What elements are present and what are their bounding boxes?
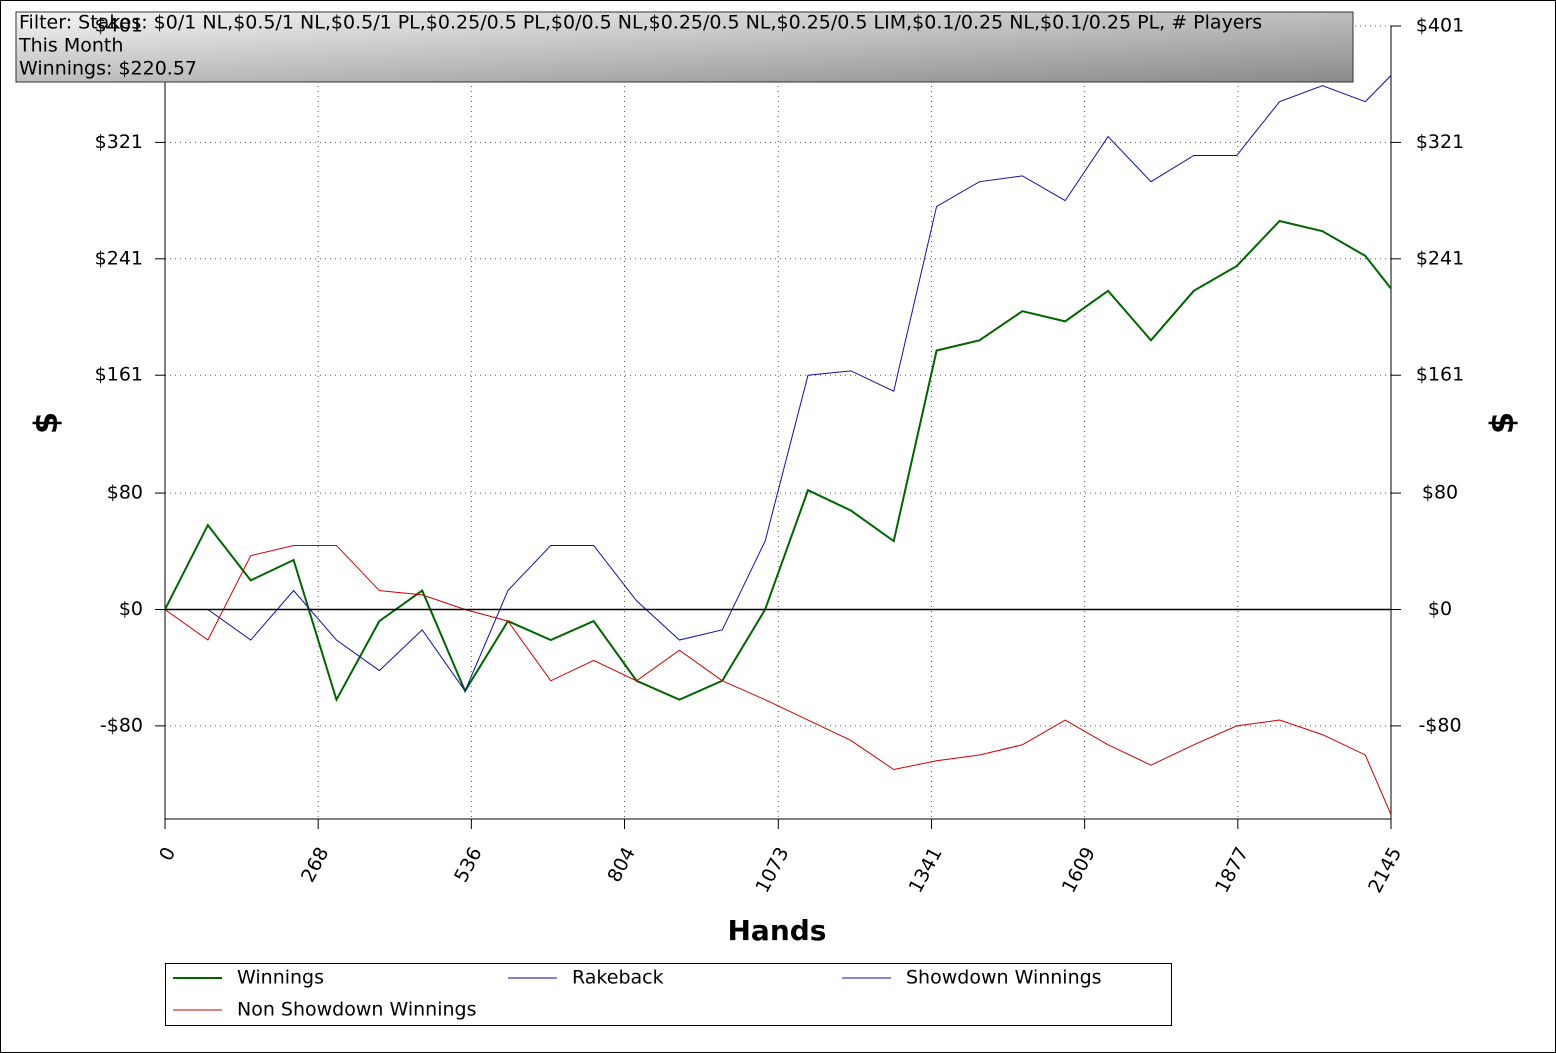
legend-label: Rakeback	[572, 967, 664, 989]
x-axis-label: Hands	[728, 914, 827, 947]
y-tick-label: $241	[95, 247, 143, 269]
y2-tick-label: $241	[1416, 247, 1464, 269]
chart-subtitle: This Month	[18, 35, 123, 57]
y-tick-label: -$80	[100, 714, 143, 736]
legend-label: Winnings	[237, 967, 324, 989]
y2-tick-label: $0	[1428, 598, 1452, 620]
legend	[165, 963, 1172, 1026]
title-box	[15, 11, 1354, 83]
y-tick-label: $0	[119, 598, 143, 620]
legend-label: Non Showdown Winnings	[237, 999, 477, 1021]
y2-tick-label: $80	[1422, 482, 1458, 504]
legend-label: Showdown Winnings	[906, 967, 1102, 989]
y-tick-label: $161	[95, 364, 143, 386]
y2-tick-label: -$80	[1418, 714, 1461, 736]
y-tick-label: $80	[107, 482, 143, 504]
series-line	[165, 75, 1392, 692]
chart-title: Filter: Stakes: $0/1 NL,$0.5/1 NL,$0.5/1…	[19, 12, 1262, 34]
series-line	[164, 219, 1392, 703]
plot-area	[155, 25, 1401, 829]
y2-axis-label: $	[1483, 412, 1521, 434]
y2-tick-label: $321	[1416, 131, 1464, 153]
y2-tick-label: $161	[1416, 364, 1464, 386]
series-line	[164, 544, 1392, 815]
y-tick-label: $321	[95, 131, 143, 153]
y2-tick-label: $401	[1416, 15, 1464, 37]
annotation: Winnings: $220.57	[19, 58, 197, 80]
y-tick-label: $401	[95, 15, 143, 37]
y-axis-label: $	[27, 412, 65, 434]
